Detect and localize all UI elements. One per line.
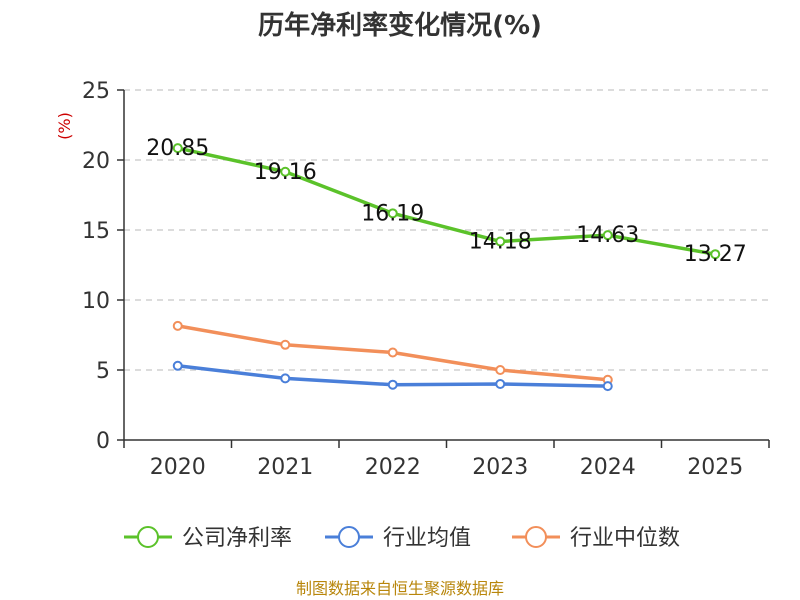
x-tick-label-2022: 2022 — [365, 455, 421, 480]
data-point-0-2021 — [280, 166, 291, 177]
chart-title: 历年净利率变化情况(%) — [258, 10, 542, 41]
data-point-1-2022 — [387, 379, 398, 390]
legend-label-1[interactable]: 行业均值 — [383, 526, 471, 551]
data-point-0-2022 — [387, 208, 398, 219]
data-point-0-2024 — [602, 230, 613, 241]
data-label-2022: 16.19 — [361, 201, 424, 226]
x-tick-label-2021: 2021 — [257, 455, 313, 480]
legend-marker-0[interactable] — [137, 526, 159, 548]
data-label-2023: 14.18 — [469, 229, 532, 254]
data-point-0-2020 — [172, 143, 183, 154]
data-point-1-2024 — [602, 381, 613, 392]
x-tick-label-2023: 2023 — [472, 455, 528, 480]
x-tick-label-2024: 2024 — [580, 455, 636, 480]
source-note: 制图数据来自恒生聚源数据库 — [296, 579, 504, 598]
data-label-2024: 14.63 — [576, 223, 639, 248]
legend-marker-2[interactable] — [525, 526, 547, 548]
y-tick-label-15: 15 — [82, 219, 110, 244]
legend[interactable]: 公司净利率 行业均值 行业中位数 — [124, 526, 680, 551]
data-point-2-2021 — [280, 339, 291, 350]
y-tick-label-25: 25 — [82, 79, 110, 104]
data-point-1-2021 — [280, 373, 291, 384]
data-label-2020: 20.85 — [146, 136, 209, 161]
data-point-1-2023 — [495, 379, 506, 389]
legend-label-2[interactable]: 行业中位数 — [570, 526, 680, 551]
data-point-0-2025 — [710, 249, 721, 260]
data-label-2025: 13.27 — [684, 242, 747, 267]
series-lines — [172, 143, 721, 392]
data-point-2-2023 — [495, 365, 506, 375]
data-point-1-2020 — [172, 360, 183, 371]
legend-label-0[interactable]: 公司净利率 — [182, 526, 292, 551]
data-label-2021: 19.16 — [254, 160, 317, 185]
x-tick-label-2020: 2020 — [150, 455, 206, 480]
grid-lines — [124, 89, 769, 371]
data-labels: 20.85 19.16 16.19 14.18 14.63 13.27 — [146, 136, 746, 267]
x-tick-label-2025: 2025 — [687, 455, 743, 480]
data-point-2-2020 — [172, 320, 183, 331]
y-tick-label-0: 0 — [96, 429, 110, 454]
y-tick-label-10: 10 — [82, 289, 110, 314]
data-point-2-2022 — [387, 347, 398, 358]
y-tick-label-20: 20 — [82, 149, 110, 174]
y-tick-label-5: 5 — [96, 359, 110, 384]
y-axis-unit: (%) — [55, 112, 74, 140]
data-point-0-2023 — [495, 236, 506, 247]
series-line-0 — [177, 146, 716, 256]
legend-marker-1[interactable] — [338, 526, 360, 548]
